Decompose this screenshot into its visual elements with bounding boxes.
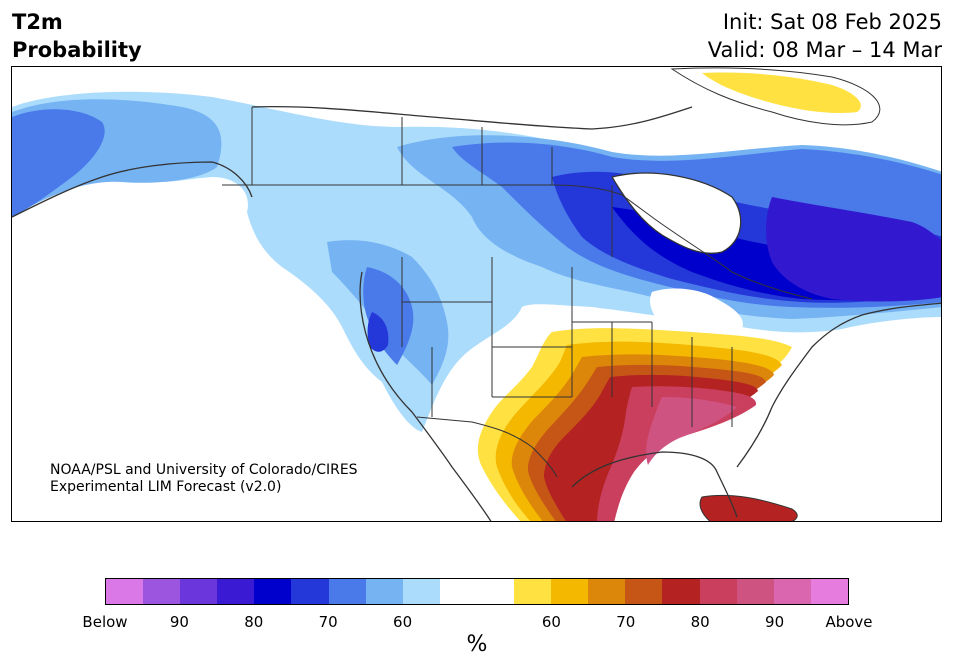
colorbar-cell (328, 579, 366, 604)
map-title: T2m Probability (12, 8, 142, 64)
valid-range: Valid: 08 Mar – 14 Mar (707, 38, 942, 62)
colorbar-cell (439, 579, 477, 604)
colorbar-tick-label: Below (82, 613, 128, 631)
colorbar-tick-label: 60 (541, 613, 561, 631)
province-lines (251, 107, 613, 257)
us-mexico-border (416, 416, 558, 478)
colorbar-cell (736, 579, 774, 604)
hudson-bay (612, 173, 741, 254)
colorbar-cell (514, 579, 552, 604)
below-70-region (363, 267, 414, 365)
greenland-above-60 (702, 72, 861, 113)
political-borders (222, 107, 813, 478)
credit-line-org: NOAA/PSL and University of Colorado/CIRE… (50, 462, 358, 478)
colorbar-tick-label: Above (825, 613, 873, 631)
colorbar-tick-label: 70 (616, 613, 636, 631)
colorbar-cell (180, 579, 218, 604)
probability-colorbar (105, 578, 849, 605)
colorbar-cell (662, 579, 700, 604)
colorbar-tick-label: 90 (169, 613, 189, 631)
colorbar-cell (365, 579, 403, 604)
credit-line-model: Experimental LIM Forecast (v2.0) (50, 479, 282, 495)
east-coast (736, 302, 941, 468)
colorbar-cell (551, 579, 589, 604)
colorbar-cell (588, 579, 626, 604)
coastlines (12, 106, 941, 521)
init-date: Init: Sat 08 Feb 2025 (722, 10, 942, 34)
colorbar-tick-label: 80 (690, 613, 710, 631)
great-lakes (650, 288, 743, 339)
colorbar-cell (143, 579, 181, 604)
probability-map: NOAA/PSL and University of Colorado/CIRE… (11, 66, 942, 522)
forecast-credit: NOAA/PSL and University of Colorado/CIRE… (50, 462, 358, 496)
above-90-region (646, 397, 737, 465)
title-line-variable: T2m (12, 10, 63, 34)
gulf-coast (571, 451, 738, 518)
colorbar-cell (773, 579, 811, 604)
map-canvas (12, 67, 941, 521)
colorbar-cell (217, 579, 255, 604)
colorbar-cell (625, 579, 663, 604)
forecast-dates: Init: Sat 08 Feb 2025 Valid: 08 Mar – 14… (708, 8, 942, 64)
colorbar-tick-label: 70 (318, 613, 338, 631)
below-85-region (766, 197, 941, 302)
us-canada-border (222, 184, 813, 300)
below-70-region (12, 109, 105, 217)
below-75-region (367, 312, 389, 352)
colorbar-tick-label: 60 (393, 613, 413, 631)
colorbar-cell (291, 579, 329, 604)
west-coast (359, 271, 492, 521)
state-lines (401, 257, 733, 427)
colorbar-cell (402, 579, 440, 604)
colorbar-cell (106, 579, 144, 604)
alaska-coast (12, 161, 253, 218)
title-line-type: Probability (12, 38, 142, 62)
colorbar-tick-label: 80 (244, 613, 264, 631)
hudson-bay-shore (611, 172, 742, 254)
colorbar-units: % (466, 632, 488, 657)
colorbar-cell (254, 579, 292, 604)
colorbar-tick-label: 90 (765, 613, 785, 631)
cuba (699, 494, 798, 521)
colorbar-cell (810, 579, 848, 604)
colorbar-cell (476, 579, 515, 604)
colorbar-cell (699, 579, 737, 604)
arctic-coast (251, 106, 693, 130)
